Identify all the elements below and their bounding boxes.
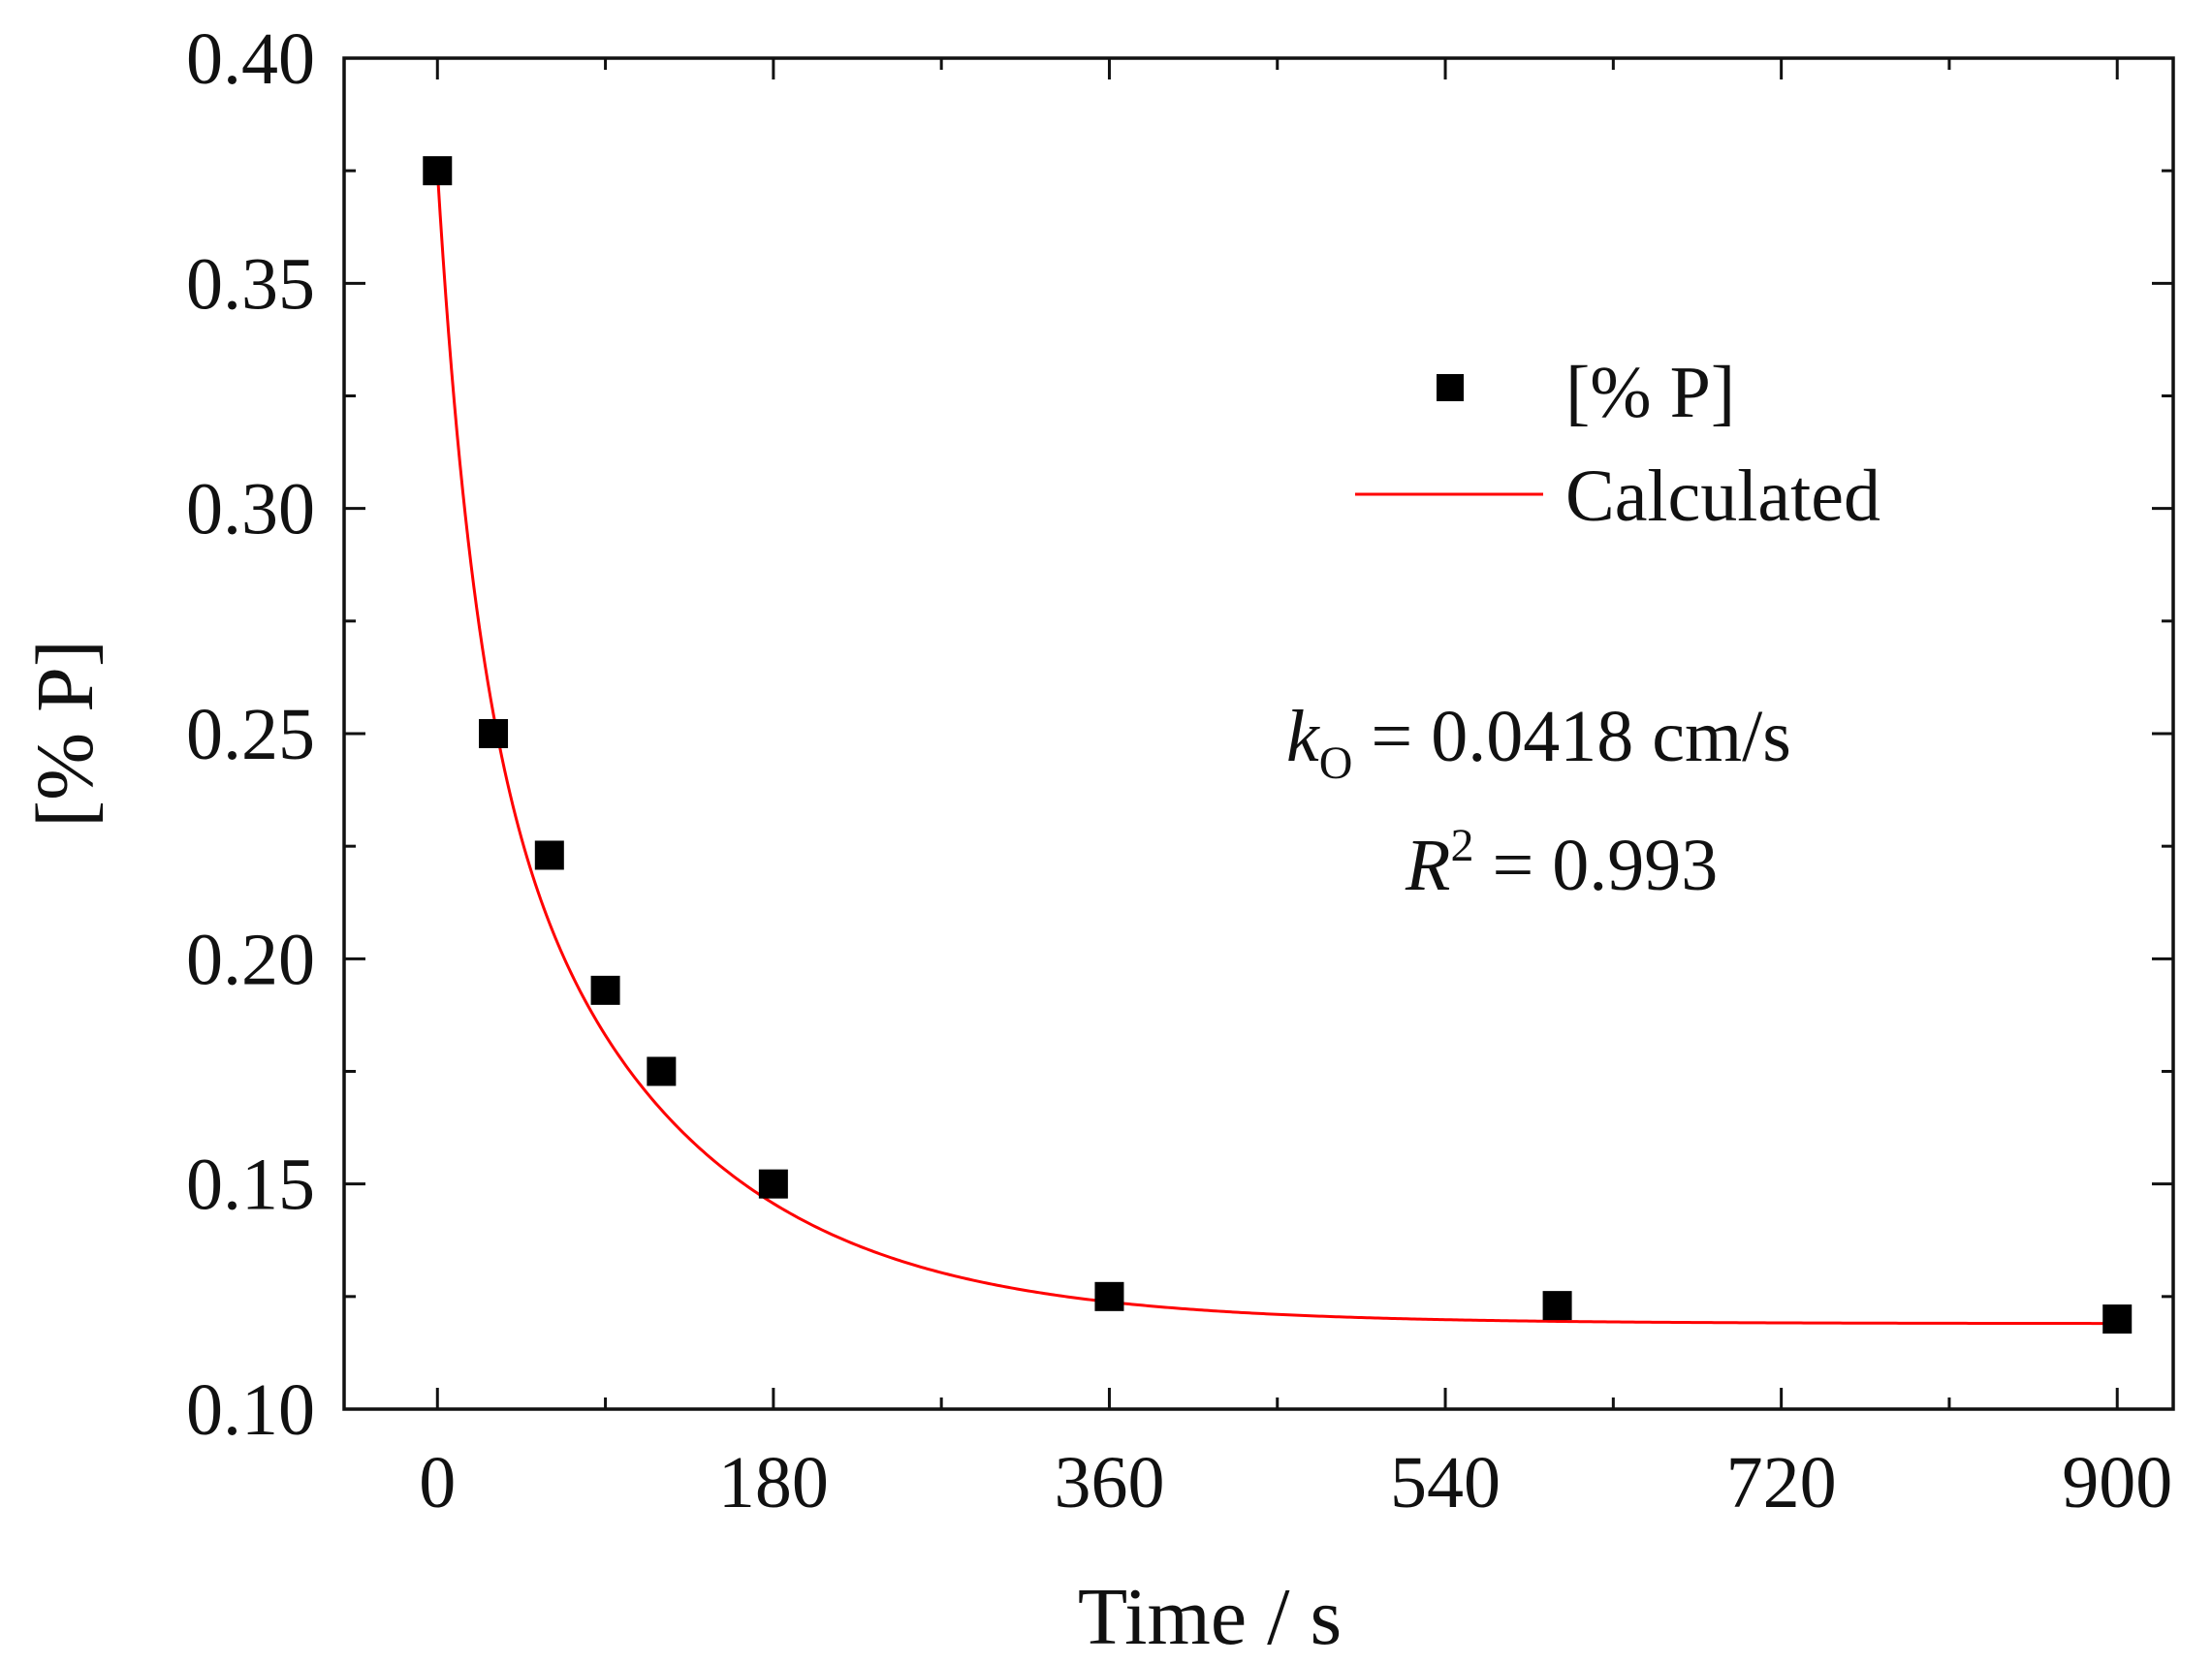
line-layer	[435, 171, 2118, 1326]
data-point	[534, 840, 564, 870]
x-axis-title: Time / s	[1078, 1572, 1342, 1662]
annotation-r-number: = 0.993	[1473, 825, 1718, 906]
annotation-r-squared: R2 = 0.993	[1405, 820, 1718, 906]
point-layer	[423, 156, 2133, 1334]
y-axis-title: [% P]	[20, 640, 111, 828]
y-tick-label: 0.25	[186, 694, 315, 775]
x-tick-label: 360	[1054, 1442, 1164, 1523]
x-tick-label: 720	[1726, 1442, 1837, 1523]
annotation-k-symbol: k	[1286, 696, 1320, 777]
calculated-line	[435, 171, 2118, 1326]
data-point	[423, 156, 453, 186]
y-tick-label: 0.40	[186, 18, 315, 100]
x-axis: 0 180 360 540 720 900	[419, 58, 2172, 1523]
legend: [% P] Calculated	[1355, 352, 1880, 537]
annotation-r-symbol: R	[1405, 825, 1450, 906]
x-tick-label: 900	[2062, 1442, 2172, 1523]
y-tick-label: 0.15	[186, 1145, 315, 1226]
data-point	[1542, 1291, 1572, 1321]
annotation-k-number: = 0.0418 cm/s	[1352, 696, 1790, 777]
data-point	[758, 1169, 788, 1199]
x-tick-label: 540	[1390, 1442, 1501, 1523]
annotation-k-value: kO = 0.0418 cm/s	[1286, 696, 1791, 789]
legend-square-marker	[1437, 374, 1464, 401]
data-point	[479, 719, 509, 748]
y-tick-label: 0.30	[186, 469, 315, 550]
y-tick-label: 0.35	[186, 243, 315, 325]
data-point	[1094, 1281, 1124, 1311]
data-point	[2102, 1304, 2133, 1334]
annotation-k-subscript: O	[1319, 738, 1353, 789]
y-tick-label: 0.10	[186, 1369, 315, 1451]
annotation-r-superscript: 2	[1450, 820, 1473, 871]
legend-label-calculated: Calculated	[1565, 455, 1880, 537]
data-point	[647, 1056, 677, 1086]
x-tick-label: 180	[718, 1442, 829, 1523]
legend-label-measured: [% P]	[1565, 352, 1735, 433]
y-tick-label: 0.20	[186, 919, 315, 1000]
x-tick-label: 0	[419, 1442, 456, 1523]
data-point	[590, 975, 620, 1005]
y-axis: 0.10 0.15 0.20 0.25 0.30 0.35 0.40	[186, 18, 2173, 1451]
